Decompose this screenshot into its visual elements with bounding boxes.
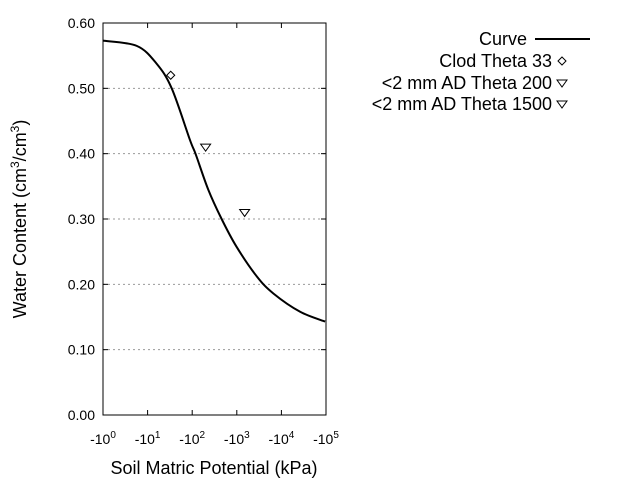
data-points <box>166 70 251 218</box>
axis-ticks <box>102 22 327 416</box>
x-tick-base: -10 <box>313 431 333 447</box>
x-tick-label: -100 <box>90 430 116 447</box>
x-tick-label: -101 <box>135 430 161 447</box>
x-tick-label: -102 <box>179 430 205 447</box>
y-tick-label: 0.40 <box>68 146 95 162</box>
y-tick-labels: 0.00 0.10 0.20 0.30 0.40 0.50 0.60 <box>68 15 95 423</box>
y-axis-label: Water Content (cm3/cm3) <box>8 120 30 319</box>
y-tick-label: 0.00 <box>68 407 95 423</box>
legend-triangle-icon <box>556 100 568 109</box>
y-tick-label: 0.30 <box>68 211 95 227</box>
x-tick-exp: 1 <box>155 430 161 441</box>
x-tick-base: -10 <box>135 431 155 447</box>
x-tick-exp: 2 <box>200 430 206 441</box>
x-tick-exp: 0 <box>110 430 116 441</box>
grid-lines <box>103 87 326 351</box>
y-tick-label: 0.20 <box>68 276 95 292</box>
x-tick-label: -104 <box>269 430 295 447</box>
curve-series <box>102 39 326 323</box>
x-tick-exp: 3 <box>244 430 250 441</box>
x-axis-label: Soil Matric Potential (kPa) <box>110 458 317 478</box>
x-tick-base: -10 <box>269 431 289 447</box>
x-tick-base: -10 <box>179 431 199 447</box>
x-tick-label: -105 <box>313 430 339 447</box>
curve-line <box>102 39 326 323</box>
x-tick-labels: -100 -101 -102 -103 -104 -105 <box>90 430 339 447</box>
x-tick-exp: 5 <box>333 430 339 441</box>
x-tick-base: -10 <box>224 431 244 447</box>
y-tick-label: 0.50 <box>68 80 95 96</box>
legend-label-curve: Curve <box>479 29 527 49</box>
x-tick-label: -103 <box>224 430 250 447</box>
legend-diamond-icon <box>557 56 567 66</box>
legend-triangle-icon <box>556 79 568 88</box>
data-point-triangle <box>238 208 251 218</box>
legend-label-theta200: <2 mm AD Theta 200 <box>382 73 552 93</box>
x-tick-base: -10 <box>90 431 110 447</box>
legend-label-theta1500: <2 mm AD Theta 1500 <box>372 94 552 114</box>
data-point-diamond <box>166 70 176 80</box>
legend-label-clod: Clod Theta 33 <box>439 51 552 71</box>
x-tick-exp: 4 <box>289 430 295 441</box>
y-tick-label: 0.60 <box>68 15 95 31</box>
legend: Curve Clod Theta 33 <2 mm AD Theta 200 <… <box>372 29 590 114</box>
data-point-triangle <box>199 143 212 152</box>
y-tick-label: 0.10 <box>68 342 95 358</box>
